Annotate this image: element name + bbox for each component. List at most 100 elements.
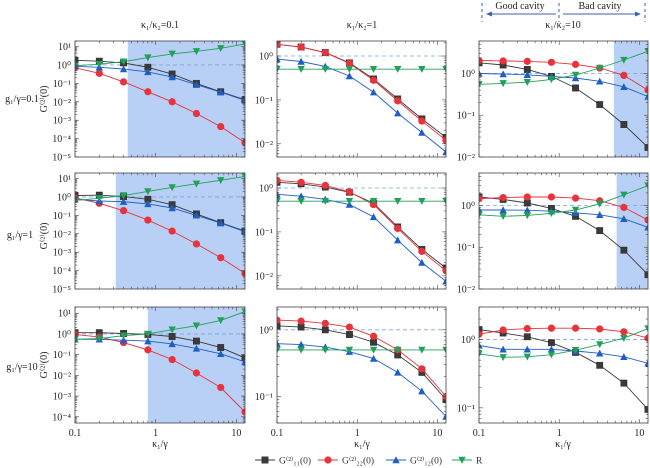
y-tick-label: 10⁻² — [457, 153, 475, 164]
data-point-G22 — [479, 195, 483, 203]
data-point-G22 — [369, 332, 378, 340]
data-point-G12 — [479, 341, 483, 349]
data-point-R — [119, 58, 128, 66]
data-point-R — [241, 41, 245, 48]
data-point-G12 — [277, 339, 281, 347]
x-axis-label-col-2: κ₁/γ — [354, 439, 370, 450]
data-point-G22 — [394, 97, 402, 105]
data-point-R — [394, 346, 402, 354]
series-line-R — [75, 311, 245, 340]
data-point-R — [394, 66, 402, 73]
panels: 10¹10⁰10⁻¹10⁻²10⁻³10⁻⁴10⁻⁵10⁰10⁻¹10⁻²10⁰… — [52, 40, 649, 439]
data-point-G22 — [547, 324, 556, 332]
data-point-R — [369, 66, 378, 73]
data-point-G22 — [596, 325, 604, 333]
series-line-R — [75, 175, 245, 201]
data-point-R — [620, 191, 628, 199]
data-point-R — [394, 198, 402, 205]
data-point-R — [75, 62, 79, 70]
data-point-G22 — [547, 193, 556, 201]
y-tick-label: 10¹ — [58, 309, 71, 320]
data-point-G12 — [217, 219, 225, 227]
data-point-R — [369, 346, 378, 354]
data-point-R — [144, 54, 152, 62]
data-point-G11 — [523, 199, 531, 207]
legend-label: G⁽²⁾₂₂(0) — [342, 456, 374, 467]
data-point-G11 — [596, 361, 604, 369]
data-point-G12 — [499, 206, 507, 214]
y-tick-label: 10⁻¹ — [255, 227, 273, 238]
data-point-G12 — [192, 344, 201, 352]
column-title-2: κ₁/κ₂=1 — [347, 20, 377, 31]
data-point-G11 — [217, 344, 225, 351]
data-point-G12 — [479, 69, 483, 77]
data-point-G12 — [119, 65, 128, 73]
data-point-R — [499, 213, 507, 221]
y-axis-label-row-3: G⁽²⁾(0) — [39, 352, 50, 379]
data-point-G12 — [644, 359, 648, 367]
x-axis-label-col-3: κ₁/γ — [555, 439, 571, 450]
legend-marker — [261, 456, 269, 464]
data-point-R — [95, 335, 103, 343]
axes-frame — [478, 172, 649, 290]
data-point-R — [217, 317, 225, 325]
y-tick-label: 10⁻⁴ — [52, 412, 71, 423]
data-point-G12 — [596, 349, 604, 357]
data-point-G22 — [479, 330, 483, 338]
data-point-G22 — [394, 224, 402, 233]
data-point-G12 — [596, 211, 604, 218]
cavity-header: Good cavity Bad cavity — [481, 1, 646, 22]
y-tick-label: 10⁻² — [255, 139, 273, 150]
data-point-G22 — [144, 88, 152, 96]
series-line-G12 — [277, 193, 446, 282]
legend-item-R: R — [452, 457, 483, 467]
data-point-R — [644, 325, 648, 333]
data-point-G11 — [596, 227, 604, 235]
x-tick-label: 0.1 — [69, 428, 82, 439]
legend-marker — [458, 456, 466, 464]
y-tick-label: 10⁰ — [259, 184, 273, 195]
data-point-R — [620, 56, 628, 64]
y-tick-label: 10⁻² — [457, 285, 475, 296]
data-point-G12 — [297, 192, 305, 200]
axes-frame — [276, 172, 447, 290]
plot-area — [277, 307, 446, 423]
data-point-R — [168, 326, 176, 334]
y-axis-label-row-2: G⁽²⁾(0) — [39, 223, 50, 250]
series-line-G22 — [479, 60, 648, 91]
data-point-G22 — [345, 323, 354, 331]
panel-r2-c3: 10⁰ 10⁻¹ 10⁻² — [457, 172, 649, 296]
x-tick-label: 1 — [557, 428, 562, 439]
data-point-G12 — [644, 92, 648, 100]
data-point-G11 — [620, 379, 628, 387]
data-point-G11 — [346, 331, 353, 338]
panel-r2-c2: 10⁰ 10⁻¹ 10⁻² — [255, 172, 447, 290]
data-point-G12 — [241, 227, 245, 235]
data-point-R — [241, 173, 245, 181]
data-point-R — [192, 322, 201, 330]
data-point-G22 — [644, 334, 648, 342]
series-line-G22 — [277, 179, 446, 272]
data-point-R — [217, 177, 225, 185]
data-point-G12 — [168, 204, 176, 212]
axes-frame — [276, 306, 447, 424]
series-group — [479, 182, 648, 279]
data-point-G11 — [620, 121, 628, 128]
data-point-G11 — [321, 326, 329, 334]
axes-frame — [478, 306, 649, 424]
data-point-R — [571, 71, 580, 79]
data-point-G12 — [168, 73, 176, 81]
series-line-G22 — [75, 67, 245, 144]
data-point-G22 — [571, 194, 580, 202]
y-tick-label: 10⁻¹ — [457, 403, 475, 414]
data-point-G22 — [547, 58, 556, 66]
legend-label: R — [476, 457, 483, 467]
y-tick-label: 10¹ — [58, 174, 71, 185]
panel-r3-c2: 10⁰ 10⁻¹ 0.1 1 10 — [255, 306, 447, 439]
data-point-R — [523, 353, 531, 361]
data-point-G22 — [277, 316, 281, 324]
data-point-R — [168, 184, 176, 192]
y-tick-label: 10⁻⁵ — [52, 153, 71, 164]
data-point-R — [418, 66, 426, 73]
data-point-R — [499, 354, 507, 362]
